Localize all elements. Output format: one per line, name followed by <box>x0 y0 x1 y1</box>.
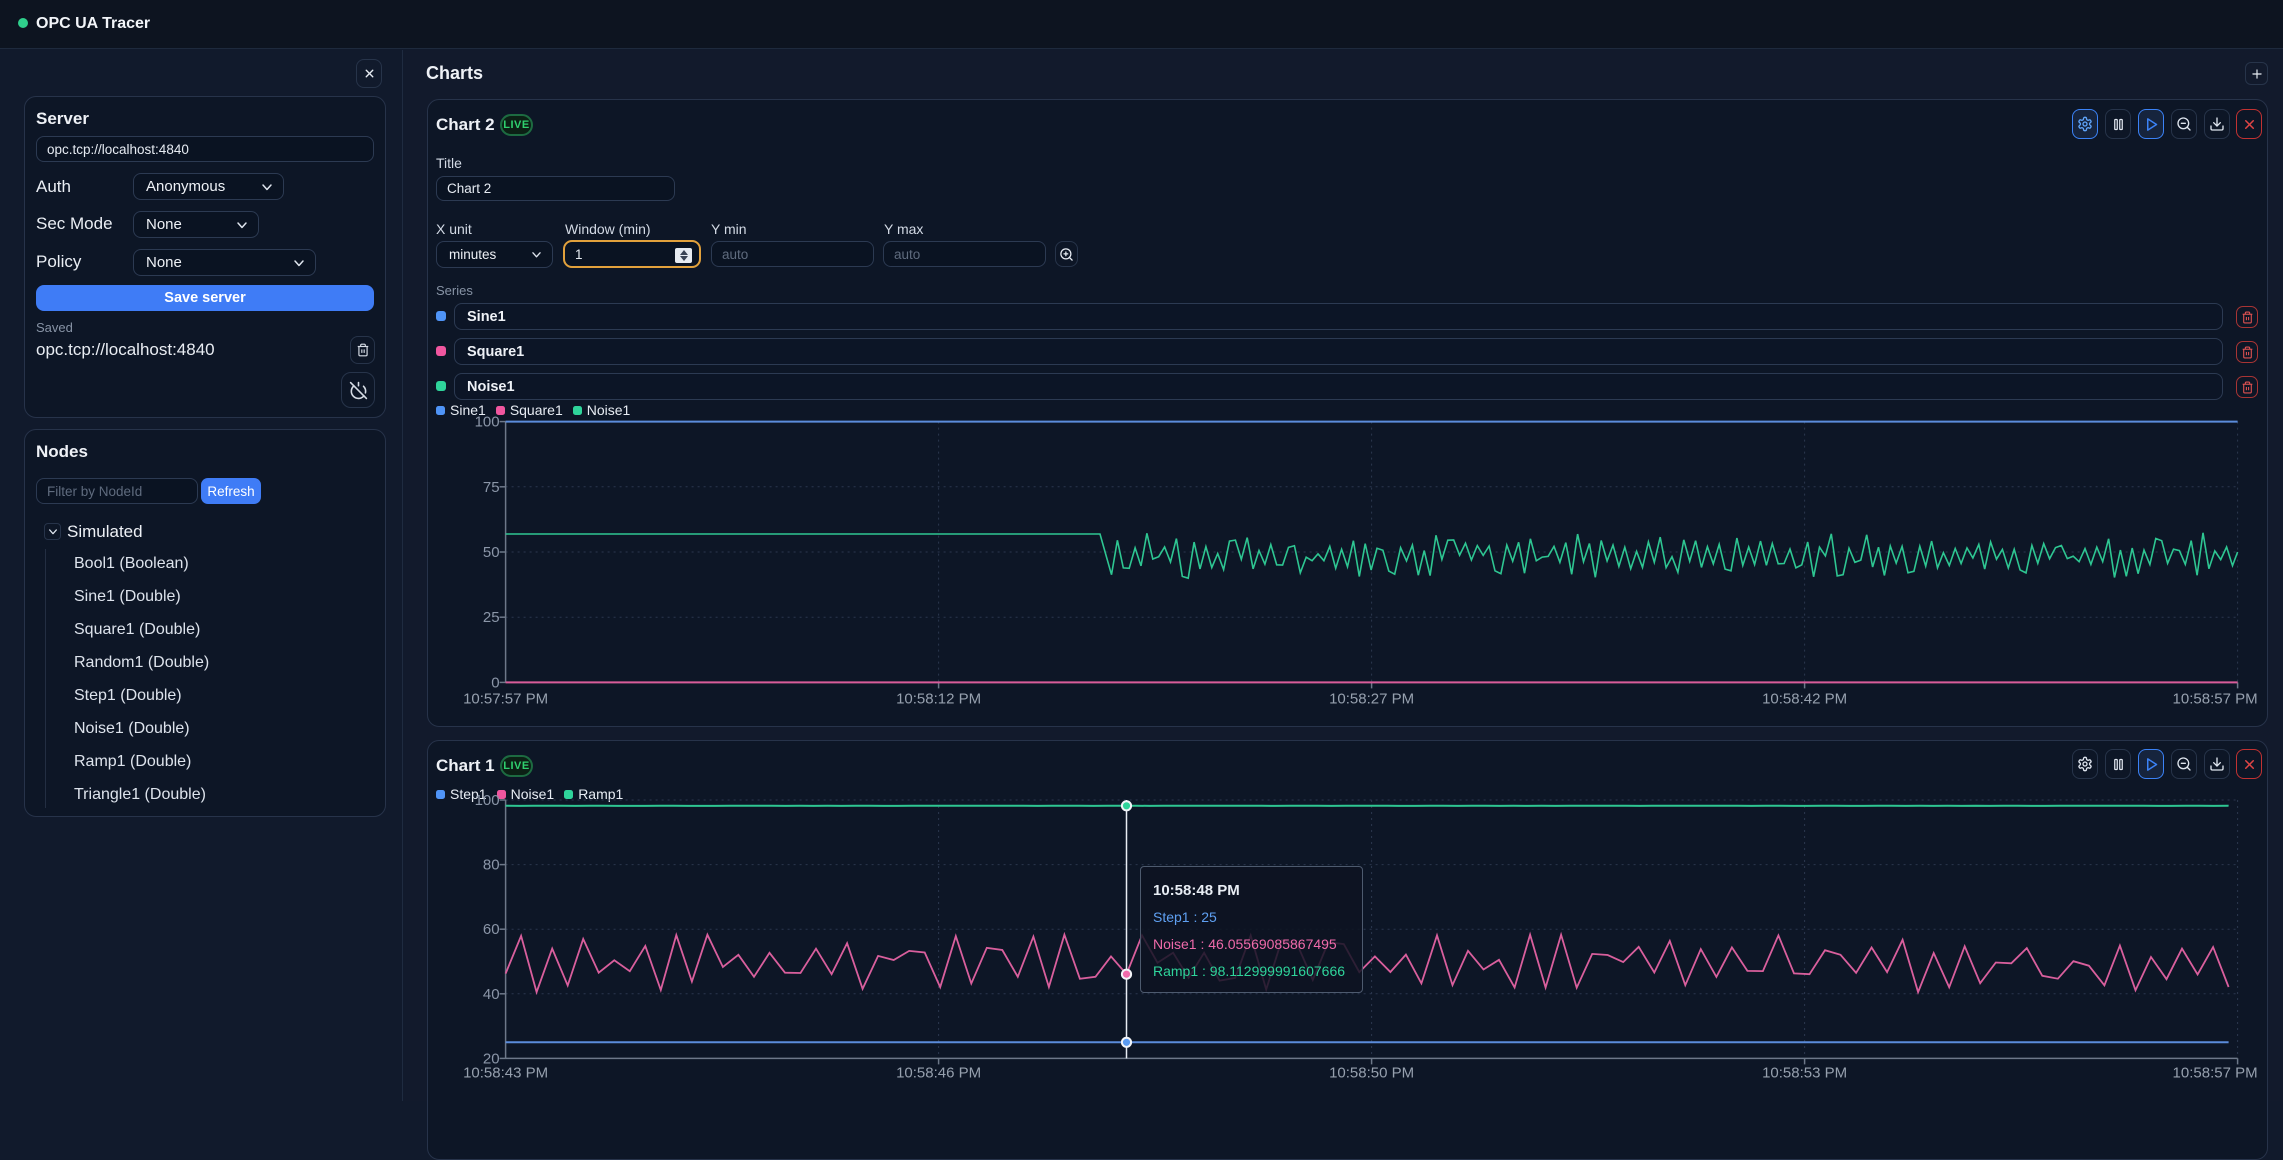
svg-text:60: 60 <box>483 921 500 938</box>
svg-text:10:58:50 PM: 10:58:50 PM <box>1329 1065 1414 1082</box>
svg-text:10:58:12 PM: 10:58:12 PM <box>896 691 981 708</box>
svg-text:10:58:57 PM: 10:58:57 PM <box>2173 691 2258 708</box>
svg-text:80: 80 <box>483 857 500 874</box>
svg-text:10:58:46 PM: 10:58:46 PM <box>896 1065 981 1082</box>
svg-text:100: 100 <box>475 792 500 809</box>
svg-text:0: 0 <box>491 674 499 691</box>
svg-text:10:58:57 PM: 10:58:57 PM <box>2173 1065 2258 1082</box>
svg-text:40: 40 <box>483 986 500 1003</box>
svg-text:10:58:27 PM: 10:58:27 PM <box>1329 691 1414 708</box>
svg-text:100: 100 <box>475 414 500 431</box>
svg-text:10:57:57 PM: 10:57:57 PM <box>463 691 548 708</box>
svg-text:10:58:43 PM: 10:58:43 PM <box>463 1065 548 1082</box>
svg-text:50: 50 <box>483 544 500 561</box>
svg-text:10:58:53 PM: 10:58:53 PM <box>1762 1065 1847 1082</box>
svg-text:75: 75 <box>483 479 500 496</box>
svg-text:25: 25 <box>483 609 500 626</box>
svg-text:20: 20 <box>483 1050 500 1067</box>
svg-text:10:58:42 PM: 10:58:42 PM <box>1762 691 1847 708</box>
